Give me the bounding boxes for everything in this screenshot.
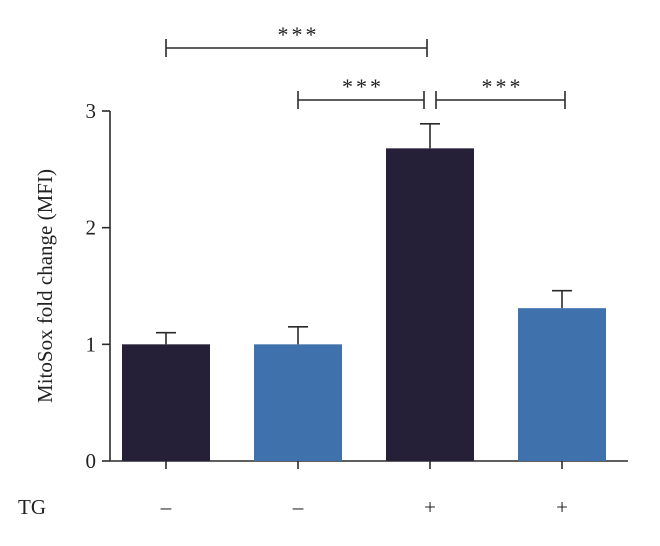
bar-1 (254, 344, 342, 461)
y-tick-label-1: 1 (86, 332, 97, 356)
tg-condition-label-0: – (160, 495, 172, 519)
significance-label-0: *** (278, 22, 320, 47)
tg-condition-label-3: + (556, 495, 568, 519)
y-tick-label-3: 3 (86, 99, 97, 123)
tg-condition-label-1: – (292, 495, 304, 519)
y-tick-label-2: 2 (86, 216, 97, 240)
row-label-tg: TG (18, 495, 46, 519)
tg-condition-label-2: + (424, 495, 436, 519)
bar-2 (386, 148, 474, 462)
y-axis-label: MitoSox fold change (MFI) (33, 169, 57, 403)
y-tick-label-0: 0 (86, 449, 97, 473)
bar-3 (518, 308, 606, 461)
significance-label-1: *** (342, 74, 384, 99)
bar-0 (122, 344, 210, 461)
significance-label-2: *** (482, 74, 524, 99)
